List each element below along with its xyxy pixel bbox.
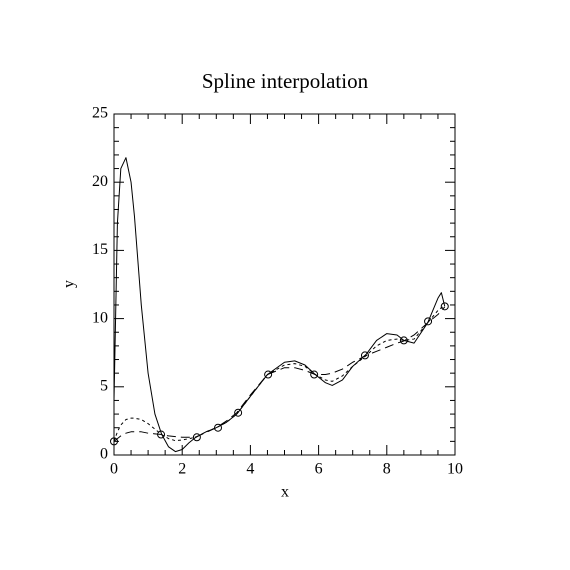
x-tick-label: 8 [383,461,391,478]
data-point [440,302,449,311]
data-point [192,433,201,442]
y-axis-label: y [61,280,78,288]
x-tick-label: 10 [447,461,463,478]
y-tick-label: 10 [92,309,108,326]
data-point [264,370,273,379]
data-point [234,408,243,417]
data-point [110,437,118,446]
y-tick-label: 20 [92,173,108,190]
data-point [214,423,223,432]
spline-curve [113,306,446,442]
x-axis-label: x [281,484,289,501]
x-tick-label: 0 [110,461,118,478]
y-tick-label: 5 [100,377,108,394]
data-point [310,370,319,379]
data-point [424,317,433,326]
y-tick-label: 25 [92,105,108,122]
y-tick-label: 0 [100,446,108,463]
data-point [360,351,369,360]
spline-curve [113,157,446,453]
spline-curve [113,305,445,442]
y-tick-label: 15 [92,241,108,258]
x-tick-label: 4 [246,461,254,478]
x-tick-label: 6 [315,461,323,478]
x-tick-label: 2 [178,461,186,478]
chart-title: Spline interpolation [202,69,369,93]
